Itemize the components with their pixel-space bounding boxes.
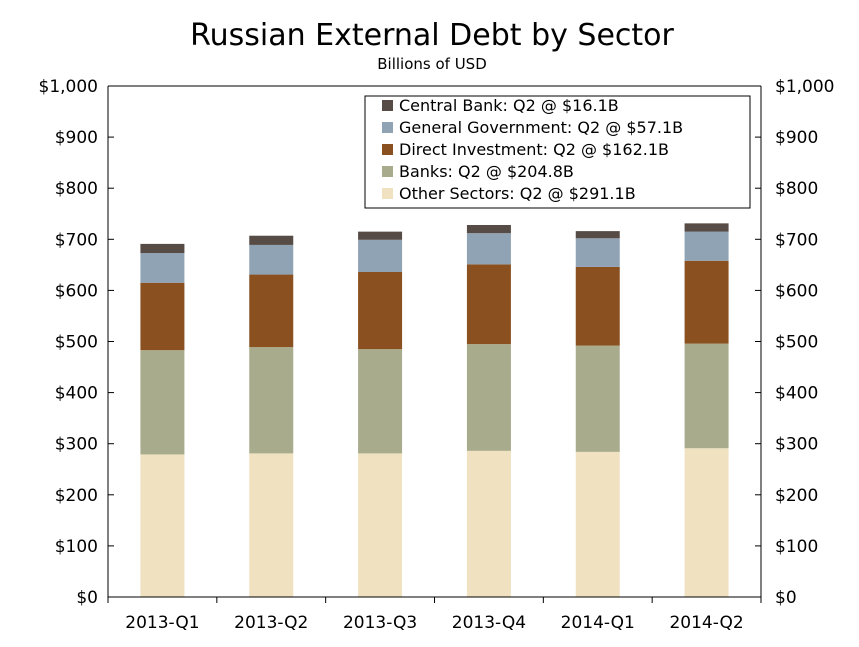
legend-label-direct-investment: Direct Investment: Q2 @ $162.1B <box>399 140 669 159</box>
y-tick-label-left: $700 <box>55 230 98 250</box>
y-tick-label-right: $400 <box>775 384 818 404</box>
y-tick-label-left: $100 <box>55 537 98 557</box>
bar-direct-investment-2013-Q1 <box>140 282 185 351</box>
y-tick-label-left: $0 <box>76 588 98 608</box>
bar-general-government-2013-Q1 <box>140 253 185 283</box>
y-tick-label-right: $0 <box>775 588 797 608</box>
x-tick-label: 2014-Q2 <box>669 613 743 633</box>
legend-swatch-central-bank <box>382 100 393 111</box>
x-tick-label: 2014-Q1 <box>561 613 635 633</box>
bar-general-government-2013-Q3 <box>358 239 403 272</box>
bar-direct-investment-2013-Q4 <box>466 264 511 345</box>
bars-layer <box>140 223 729 597</box>
bar-banks-2013-Q4 <box>466 344 511 451</box>
y-tick-label-left: $500 <box>55 333 98 353</box>
bar-other-sectors-2013-Q2 <box>249 453 294 597</box>
y-tick-label-left: $400 <box>55 384 98 404</box>
y-ticks-left: $0 $100 $200 $300 $400 $500 $600 $700 $800 $900 $1… <box>39 77 114 608</box>
x-tick-label: 2013-Q2 <box>234 613 308 633</box>
bar-central-bank-2013-Q3 <box>358 231 403 240</box>
legend-swatch-other-sectors <box>382 188 393 199</box>
bar-central-bank-2013-Q4 <box>466 224 511 234</box>
y-tick-label-left: $800 <box>55 179 98 199</box>
y-tick-label-right: $200 <box>775 486 818 506</box>
legend-swatch-direct-investment <box>382 144 393 155</box>
bar-other-sectors-2013-Q1 <box>140 454 185 597</box>
bar-general-government-2014-Q1 <box>575 238 620 267</box>
chart-title: Russian External Debt by Sector <box>190 18 674 53</box>
x-tick-label: 2013-Q4 <box>452 613 526 633</box>
y-tick-label-right: $600 <box>775 281 818 301</box>
bar-direct-investment-2013-Q3 <box>358 272 403 350</box>
legend-swatch-banks <box>382 166 393 177</box>
y-tick-label-left: $200 <box>55 486 98 506</box>
y-tick-label-right: $1,000 <box>775 77 834 97</box>
bar-other-sectors-2013-Q4 <box>466 450 511 597</box>
x-tick-label: 2013-Q1 <box>125 613 199 633</box>
bar-banks-2014-Q1 <box>575 345 620 452</box>
bar-central-bank-2014-Q1 <box>575 231 620 239</box>
bar-other-sectors-2013-Q3 <box>358 453 403 597</box>
legend-swatch-general-government <box>382 122 393 133</box>
chart-subtitle: Billions of USD <box>377 55 487 73</box>
y-tick-label-right: $500 <box>775 333 818 353</box>
bar-banks-2013-Q3 <box>358 349 403 454</box>
bar-direct-investment-2014-Q2 <box>684 260 729 344</box>
bar-banks-2013-Q1 <box>140 350 185 455</box>
y-tick-label-left: $600 <box>55 281 98 301</box>
bar-central-bank-2014-Q2 <box>684 223 729 232</box>
y-tick-label-left: $900 <box>55 128 98 148</box>
legend-label-other-sectors: Other Sectors: Q2 @ $291.1B <box>399 184 636 203</box>
bar-other-sectors-2014-Q1 <box>575 451 620 597</box>
bar-central-bank-2013-Q2 <box>249 235 294 245</box>
y-tick-label-right: $700 <box>775 230 818 250</box>
y-tick-label-right: $100 <box>775 537 818 557</box>
legend-label-central-bank: Central Bank: Q2 @ $16.1B <box>399 96 619 115</box>
y-tick-label-right: $900 <box>775 128 818 148</box>
x-tick-label: 2013-Q3 <box>343 613 417 633</box>
y-tick-label-left: $1,000 <box>39 77 98 97</box>
x-ticks: 2013-Q1 2013-Q2 2013-Q3 2013-Q4 2014-Q1 2014-… <box>107 597 762 633</box>
legend-label-general-government: General Government: Q2 @ $57.1B <box>399 118 683 137</box>
bar-direct-investment-2013-Q2 <box>249 274 294 348</box>
bar-banks-2014-Q2 <box>684 343 729 449</box>
bar-general-government-2014-Q2 <box>684 231 729 261</box>
legend-box <box>364 95 751 209</box>
legend: Central Bank: Q2 @ $16.1B General Governm… <box>364 95 751 209</box>
y-tick-label-right: $300 <box>775 435 818 455</box>
y-ticks-right: $0 $100 $200 $300 $400 $500 $600 $700 $800 $900 $1… <box>755 77 834 608</box>
bar-banks-2013-Q2 <box>249 347 294 454</box>
legend-label-banks: Banks: Q2 @ $204.8B <box>399 162 574 181</box>
bar-other-sectors-2014-Q2 <box>684 448 729 597</box>
y-tick-label-left: $300 <box>55 435 98 455</box>
y-tick-label-right: $800 <box>775 179 818 199</box>
bar-general-government-2013-Q2 <box>249 244 294 275</box>
bar-general-government-2013-Q4 <box>466 233 511 265</box>
bar-central-bank-2013-Q1 <box>140 243 185 254</box>
bar-direct-investment-2014-Q1 <box>575 266 620 346</box>
